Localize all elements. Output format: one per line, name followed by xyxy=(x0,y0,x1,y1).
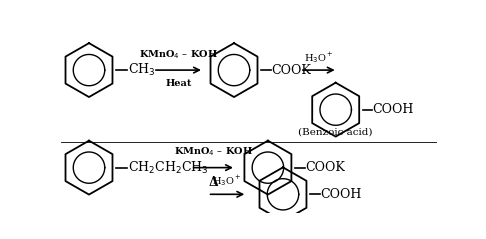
Text: KMnO$_4$ – KOH: KMnO$_4$ – KOH xyxy=(139,48,218,61)
Text: H$_3$O$^+$: H$_3$O$^+$ xyxy=(304,50,333,65)
Text: COOK: COOK xyxy=(272,64,312,76)
Text: Δ: Δ xyxy=(208,176,218,189)
Text: COOH: COOH xyxy=(373,103,414,116)
Text: (Benzoic acid): (Benzoic acid) xyxy=(298,127,373,136)
Text: KMnO$_4$ – KOH: KMnO$_4$ – KOH xyxy=(174,145,253,158)
Text: H$_3$O$^+$: H$_3$O$^+$ xyxy=(212,173,241,188)
Text: CH$_2$CH$_2$CH$_3$: CH$_2$CH$_2$CH$_3$ xyxy=(128,160,208,176)
Text: Heat: Heat xyxy=(165,79,191,88)
Text: COOK: COOK xyxy=(306,161,346,174)
Text: CH$_3$: CH$_3$ xyxy=(128,62,155,78)
Text: COOH: COOH xyxy=(321,188,362,201)
